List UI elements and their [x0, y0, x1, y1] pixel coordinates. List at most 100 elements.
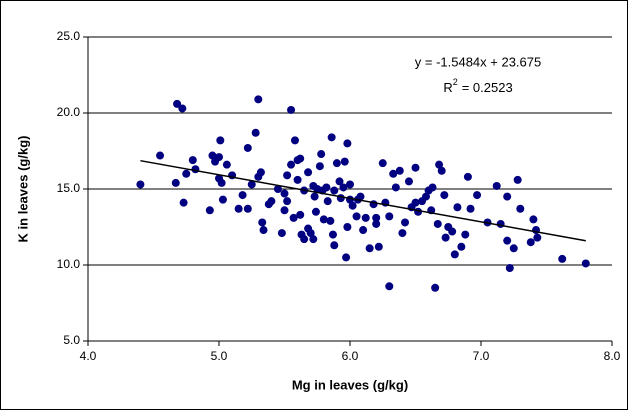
point: [179, 198, 188, 207]
point: [440, 191, 449, 200]
point: [280, 206, 289, 215]
r2-exponent: 2: [453, 77, 458, 87]
point: [330, 186, 339, 195]
r2-value: = 0.2523: [462, 80, 513, 95]
point: [356, 192, 365, 201]
point: [492, 181, 501, 190]
point: [359, 226, 368, 235]
point: [287, 160, 296, 169]
point: [254, 95, 263, 104]
point: [218, 195, 227, 204]
point: [317, 150, 326, 159]
point: [516, 204, 525, 213]
point: [205, 206, 214, 215]
point: [437, 166, 446, 175]
point: [247, 180, 256, 189]
point: [457, 242, 466, 251]
r-squared-label: R2 = 0.2523: [443, 77, 512, 95]
point: [389, 169, 398, 178]
point: [311, 207, 320, 216]
point: [372, 219, 381, 228]
point: [374, 242, 383, 251]
point: [280, 189, 289, 198]
point: [304, 168, 313, 177]
y-axis-title: K in leaves (g/kg): [15, 136, 30, 243]
point: [326, 216, 335, 225]
point: [441, 233, 450, 242]
point: [217, 178, 226, 187]
point: [346, 180, 354, 189]
point: [411, 198, 420, 207]
point: [156, 151, 165, 160]
point: [421, 192, 430, 201]
point: [290, 136, 299, 145]
y-tick-label: 25.0: [57, 29, 81, 43]
point: [404, 177, 413, 186]
point: [391, 183, 400, 192]
point: [238, 191, 247, 200]
point: [273, 185, 282, 193]
point: [339, 183, 348, 192]
point: [289, 213, 298, 222]
point: [267, 197, 276, 206]
trendline: [140, 159, 586, 242]
trendline-equation: y = -1.5484x + 23.675: [415, 54, 541, 69]
point: [319, 215, 328, 224]
point: [222, 160, 231, 169]
point: [178, 104, 187, 113]
point: [296, 154, 305, 163]
point: [431, 283, 440, 292]
point: [473, 191, 482, 200]
point: [216, 136, 225, 145]
point: [191, 165, 200, 174]
point: [296, 210, 305, 219]
point: [300, 235, 309, 244]
point: [529, 215, 538, 224]
point: [335, 177, 344, 186]
point: [283, 197, 292, 206]
point: [293, 175, 302, 184]
point: [513, 175, 522, 184]
point: [171, 178, 180, 187]
point: [327, 133, 336, 142]
point: [259, 226, 268, 235]
point: [503, 236, 512, 245]
point: [433, 219, 442, 228]
y-tick-label: 15.0: [57, 181, 81, 195]
point: [558, 254, 567, 263]
x-tick-label: 8.0: [604, 349, 621, 363]
point: [378, 159, 387, 168]
point: [277, 229, 286, 238]
point: [342, 253, 351, 262]
point: [463, 172, 472, 181]
point: [173, 99, 182, 108]
point: [322, 183, 331, 192]
point: [182, 169, 191, 178]
point: [352, 212, 361, 221]
point: [496, 219, 505, 228]
point: [336, 194, 345, 203]
point: [365, 244, 374, 253]
x-tick-label: 7.0: [473, 349, 490, 363]
point: [398, 229, 407, 238]
point: [509, 244, 518, 253]
point: [450, 250, 459, 259]
point: [411, 163, 420, 172]
point: [401, 218, 410, 227]
point: [234, 204, 243, 213]
point: [310, 192, 319, 201]
point: [251, 128, 260, 137]
x-tick-label: 6.0: [342, 349, 359, 363]
point: [505, 264, 514, 273]
point: [287, 105, 296, 114]
point: [323, 197, 332, 206]
point: [395, 166, 404, 175]
point: [306, 229, 315, 238]
point: [533, 233, 542, 242]
r2-symbol: R: [443, 80, 452, 95]
point: [435, 160, 444, 169]
point: [243, 204, 252, 213]
x-tick-label: 5.0: [211, 349, 228, 363]
point: [328, 230, 337, 239]
point: [466, 204, 475, 213]
